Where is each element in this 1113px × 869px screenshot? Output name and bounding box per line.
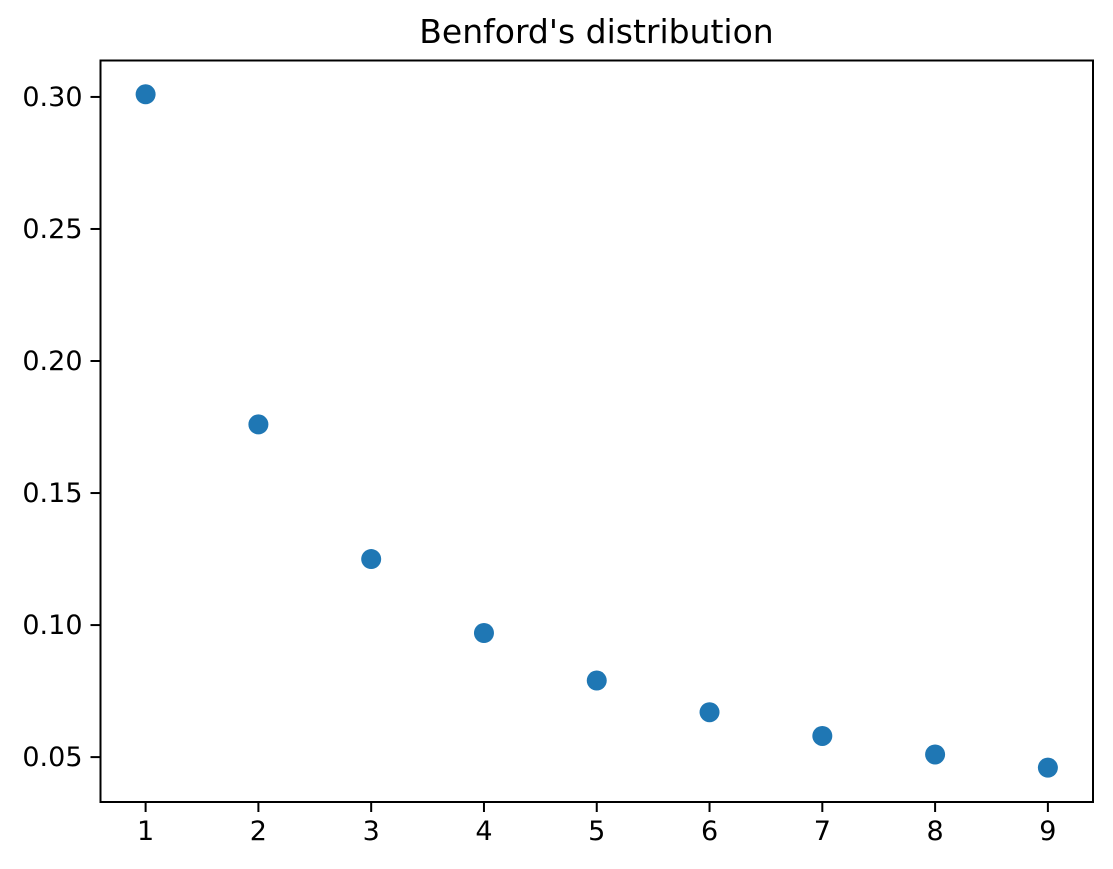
- x-tick-label: 8: [927, 816, 944, 847]
- data-point: [1037, 757, 1058, 778]
- x-tick-label: 9: [1039, 816, 1056, 847]
- x-tick-label: 4: [475, 816, 492, 847]
- y-tick-label: 0.15: [22, 478, 82, 509]
- data-point: [812, 725, 833, 746]
- y-tick-label: 0.30: [22, 82, 82, 113]
- y-tick-label: 0.10: [22, 610, 82, 641]
- x-tick-label: 6: [701, 816, 718, 847]
- data-point: [248, 414, 269, 435]
- y-tick-label: 0.20: [22, 346, 82, 377]
- chart-title: Benford's distribution: [419, 12, 774, 51]
- data-point: [699, 702, 720, 723]
- y-tick-label: 0.05: [22, 742, 82, 773]
- data-point: [925, 744, 946, 765]
- x-tick-label: 5: [588, 816, 605, 847]
- y-tick-label: 0.25: [22, 214, 82, 245]
- data-point: [361, 549, 382, 570]
- x-tick-label: 2: [250, 816, 267, 847]
- data-point: [473, 622, 494, 643]
- x-tick-label: 7: [814, 816, 831, 847]
- x-tick-label: 1: [137, 816, 154, 847]
- x-tick-label: 3: [363, 816, 380, 847]
- data-point: [135, 84, 156, 105]
- data-point: [586, 670, 607, 691]
- axes-frame: [99, 59, 1094, 803]
